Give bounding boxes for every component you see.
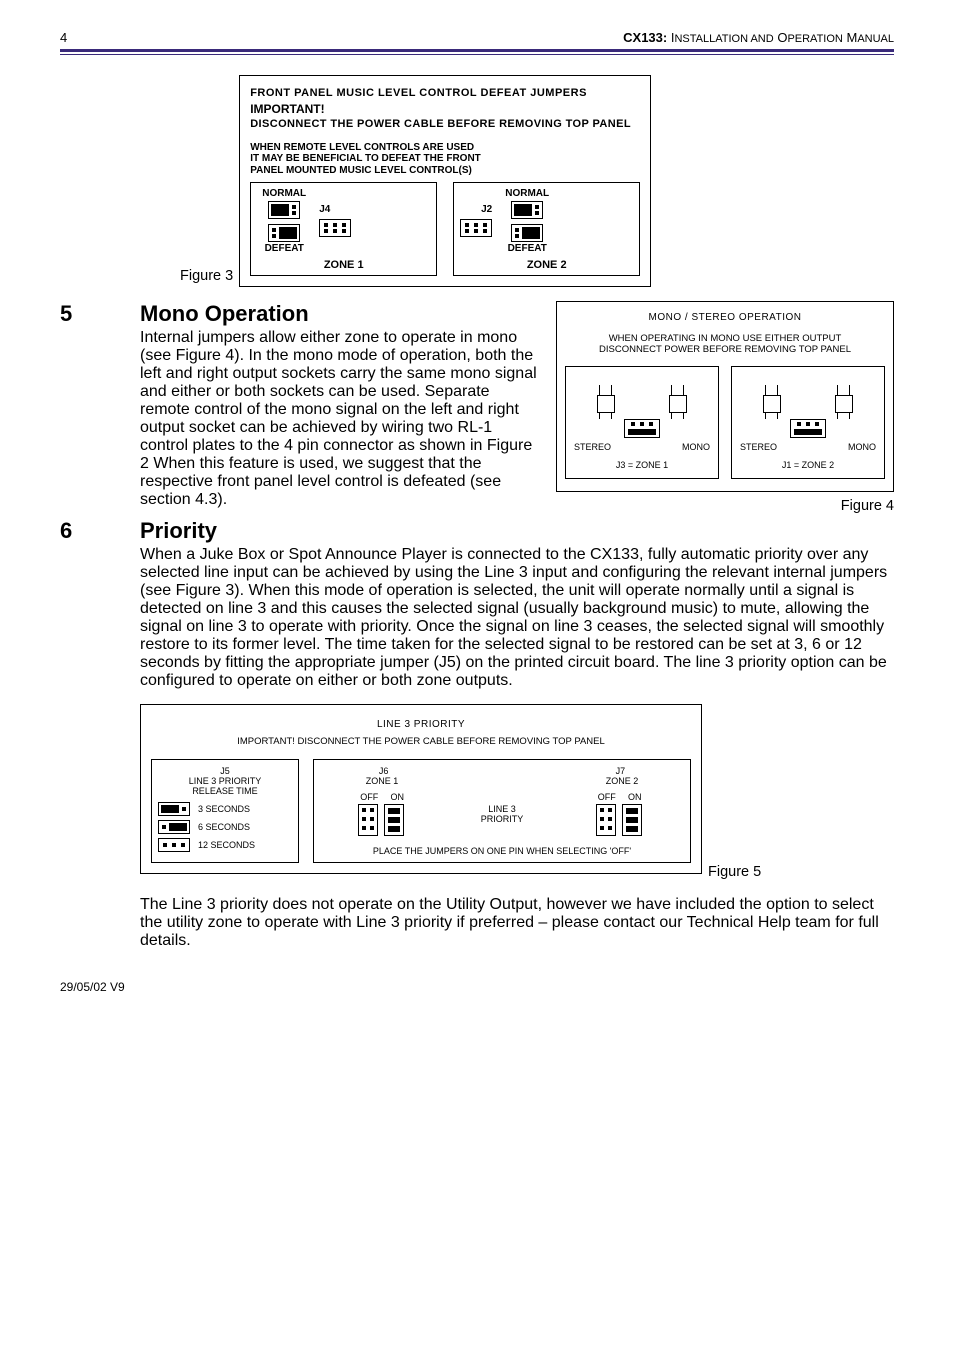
jumper-icon <box>158 820 190 834</box>
fig3-normal2: NORMAL <box>500 187 554 201</box>
fig4-mono: MONO <box>682 442 710 452</box>
jumper-icon <box>624 419 660 438</box>
fig5-j6: J6 <box>379 766 389 776</box>
jumper-icon <box>158 838 190 852</box>
fig5-l3: LINE 3 <box>481 804 524 814</box>
fig3-whenblock: WHEN REMOTE LEVEL CONTROLS ARE USED IT M… <box>250 142 640 177</box>
fig3-important: IMPORTANT! <box>250 101 640 117</box>
figure4-caption: Figure 4 <box>556 498 894 514</box>
fig4-zone1: STEREO MONO J3 = ZONE 1 <box>565 366 719 479</box>
section5-number: 5 <box>60 301 140 327</box>
section5-body: Internal jumpers allow either zone to op… <box>140 329 540 509</box>
ic-icon <box>593 385 619 413</box>
jumper-icon <box>511 201 543 219</box>
doc-title: CX133: INSTALLATION AND OPERATION MANUAL <box>623 30 894 45</box>
fig5-sub: IMPORTANT! DISCONNECT THE POWER CABLE BE… <box>151 736 691 747</box>
fig4-sub1: WHEN OPERATING IN MONO USE EITHER OUTPUT <box>565 333 885 344</box>
figure3-caption: Figure 3 <box>180 267 233 287</box>
fig5-on2: ON <box>624 792 646 802</box>
fig5-j7: J7 <box>616 766 626 776</box>
fig5-right-box: J6 J7 ZONE 1 ZONE 2 O <box>313 759 691 863</box>
fig3-when3: PANEL MOUNTED MUSIC LEVEL CONTROL(S) <box>250 165 640 177</box>
section6-title: Priority <box>140 518 894 544</box>
fig5-opt12: 12 SECONDS <box>198 840 255 850</box>
fig5-j5-l2: RELEASE TIME <box>158 786 292 796</box>
jumper-icon <box>511 224 543 242</box>
jumper-icon <box>158 802 190 816</box>
fig3-line1: FRONT PANEL MUSIC LEVEL CONTROL DEFEAT J… <box>250 86 640 101</box>
section6-number: 6 <box>60 518 140 544</box>
fig5-foot: PLACE THE JUMPERS ON ONE PIN WHEN SELECT… <box>322 846 682 856</box>
fig5-j5-l1: LINE 3 PRIORITY <box>158 776 292 786</box>
fig5-title: LINE 3 PRIORITY <box>151 719 691 730</box>
fig5-opt6: 6 SECONDS <box>198 822 250 832</box>
sixpin-icon <box>319 219 351 237</box>
ic-icon <box>831 385 857 413</box>
fig5-j5-box: J5 LINE 3 PRIORITY RELEASE TIME 3 SECOND… <box>151 759 299 863</box>
fig3-j4: J4 <box>319 203 330 217</box>
fig3-zone2-label: ZONE 2 <box>460 258 633 273</box>
section6-body2: The Line 3 priority does not operate on … <box>140 896 894 950</box>
fig5-z2: ZONE 2 <box>562 776 682 786</box>
fig3-defeat2: DEFEAT <box>500 242 554 256</box>
fig3-when1: WHEN REMOTE LEVEL CONTROLS ARE USED <box>250 142 640 154</box>
product-name: CX133: <box>623 30 667 45</box>
fig4-stereo: STEREO <box>574 442 611 452</box>
jumper-icon <box>268 224 300 242</box>
fig4-stereo2: STEREO <box>740 442 777 452</box>
fig4-zone2: STEREO MONO J1 = ZONE 2 <box>731 366 885 479</box>
fig4-mono2: MONO <box>848 442 876 452</box>
fig3-line2: DISCONNECT THE POWER CABLE BEFORE REMOVI… <box>250 117 640 132</box>
figure4-diagram: MONO / STEREO OPERATION WHEN OPERATING I… <box>556 301 894 492</box>
fig3-normal1: NORMAL <box>257 187 311 201</box>
doc-title-rest: INSTALLATION AND OPERATION MANUAL <box>671 30 894 45</box>
fig5-prio: PRIORITY <box>481 814 524 824</box>
fig5-off1: OFF <box>358 792 380 802</box>
footer-rev: 29/05/02 V9 <box>60 980 894 994</box>
ic-icon <box>759 385 785 413</box>
fig5-opt3: 3 SECONDS <box>198 804 250 814</box>
jumper-off-icon <box>358 804 378 836</box>
page-number: 4 <box>60 30 67 45</box>
fig5-j5: J5 <box>158 766 292 776</box>
ic-icon <box>665 385 691 413</box>
sixpin-icon <box>460 219 492 237</box>
fig4-title: MONO / STEREO OPERATION <box>565 312 885 323</box>
jumper-icon <box>268 201 300 219</box>
fig3-zone2: J2 NORMAL DEFEAT ZONE 2 <box>453 182 640 275</box>
jumper-on-icon <box>622 804 642 836</box>
fig4-j1: J1 = ZONE 2 <box>736 460 880 470</box>
jumper-icon <box>790 419 826 438</box>
fig3-defeat1: DEFEAT <box>257 242 311 256</box>
fig3-j2: J2 <box>481 203 492 217</box>
fig5-l3p: LINE 3 PRIORITY <box>481 804 524 824</box>
fig4-j3: J3 = ZONE 1 <box>570 460 714 470</box>
fig4-sub2: DISCONNECT POWER BEFORE REMOVING TOP PAN… <box>565 344 885 355</box>
fig3-when2: IT MAY BE BENEFICIAL TO DEFEAT THE FRONT <box>250 153 640 165</box>
section6-body1: When a Juke Box or Spot Announce Player … <box>140 546 894 690</box>
figure5-caption: Figure 5 <box>708 864 761 880</box>
fig5-z1: ZONE 1 <box>322 776 442 786</box>
fig3-zone1: NORMAL DEFEAT J4 <box>250 182 437 275</box>
jumper-on-icon <box>384 804 404 836</box>
fig5-on1: ON <box>386 792 408 802</box>
fig5-off2: OFF <box>596 792 618 802</box>
fig3-zone1-label: ZONE 1 <box>257 258 430 273</box>
jumper-off-icon <box>596 804 616 836</box>
figure3-diagram: FRONT PANEL MUSIC LEVEL CONTROL DEFEAT J… <box>239 75 651 287</box>
fig4-sub: WHEN OPERATING IN MONO USE EITHER OUTPUT… <box>565 333 885 356</box>
figure5-diagram: LINE 3 PRIORITY IMPORTANT! DISCONNECT TH… <box>140 704 702 874</box>
section5-title: Mono Operation <box>140 301 540 327</box>
